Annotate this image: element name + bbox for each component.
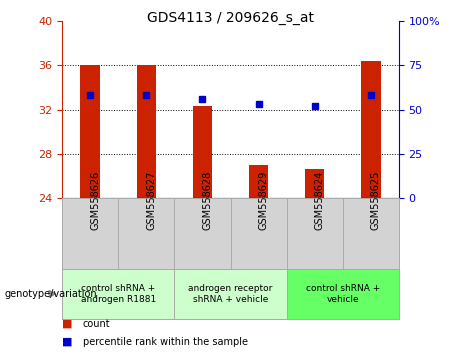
Text: GSM558628: GSM558628: [202, 171, 213, 230]
Bar: [174, 269, 287, 319]
Text: GSM558626: GSM558626: [90, 171, 100, 230]
Text: GSM558629: GSM558629: [259, 171, 269, 230]
Text: control shRNA +
vehicle: control shRNA + vehicle: [306, 284, 380, 303]
Text: GDS4113 / 209626_s_at: GDS4113 / 209626_s_at: [147, 11, 314, 25]
Text: control shRNA +
androgen R1881: control shRNA + androgen R1881: [81, 284, 156, 303]
Bar: [249, 165, 268, 198]
Text: ■: ■: [62, 319, 73, 329]
Text: ■: ■: [62, 337, 73, 347]
Bar: [287, 269, 399, 319]
Bar: [361, 61, 380, 198]
Bar: [62, 269, 174, 319]
Bar: [305, 170, 325, 198]
Text: genotype/variation: genotype/variation: [5, 289, 97, 299]
Bar: [81, 65, 100, 198]
Text: GSM558627: GSM558627: [146, 171, 156, 230]
Text: GSM558624: GSM558624: [314, 171, 325, 230]
Bar: [136, 65, 156, 198]
Text: GSM558625: GSM558625: [371, 171, 381, 230]
Text: percentile rank within the sample: percentile rank within the sample: [83, 337, 248, 347]
Text: count: count: [83, 319, 111, 329]
Text: androgen receptor
shRNA + vehicle: androgen receptor shRNA + vehicle: [188, 284, 273, 303]
Bar: [193, 107, 212, 198]
